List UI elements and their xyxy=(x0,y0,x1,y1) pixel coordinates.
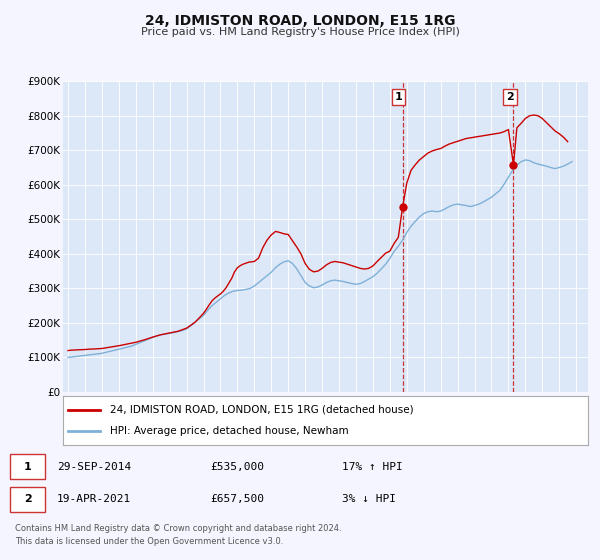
Text: HPI: Average price, detached house, Newham: HPI: Average price, detached house, Newh… xyxy=(110,426,349,436)
Text: 3% ↓ HPI: 3% ↓ HPI xyxy=(342,494,396,504)
Text: £657,500: £657,500 xyxy=(210,494,264,504)
Text: Price paid vs. HM Land Registry's House Price Index (HPI): Price paid vs. HM Land Registry's House … xyxy=(140,27,460,37)
Text: 17% ↑ HPI: 17% ↑ HPI xyxy=(342,462,403,472)
Text: Contains HM Land Registry data © Crown copyright and database right 2024.
This d: Contains HM Land Registry data © Crown c… xyxy=(15,524,341,546)
FancyBboxPatch shape xyxy=(10,454,45,479)
Text: £535,000: £535,000 xyxy=(210,462,264,472)
Text: 1: 1 xyxy=(24,462,31,472)
Text: 2: 2 xyxy=(24,494,31,504)
FancyBboxPatch shape xyxy=(10,487,45,512)
Text: 2: 2 xyxy=(506,92,514,102)
Text: 1: 1 xyxy=(394,92,402,102)
Text: 19-APR-2021: 19-APR-2021 xyxy=(57,494,131,504)
Text: 29-SEP-2014: 29-SEP-2014 xyxy=(57,462,131,472)
Text: 24, IDMISTON ROAD, LONDON, E15 1RG (detached house): 24, IDMISTON ROAD, LONDON, E15 1RG (deta… xyxy=(110,405,414,415)
Text: 24, IDMISTON ROAD, LONDON, E15 1RG: 24, IDMISTON ROAD, LONDON, E15 1RG xyxy=(145,14,455,28)
